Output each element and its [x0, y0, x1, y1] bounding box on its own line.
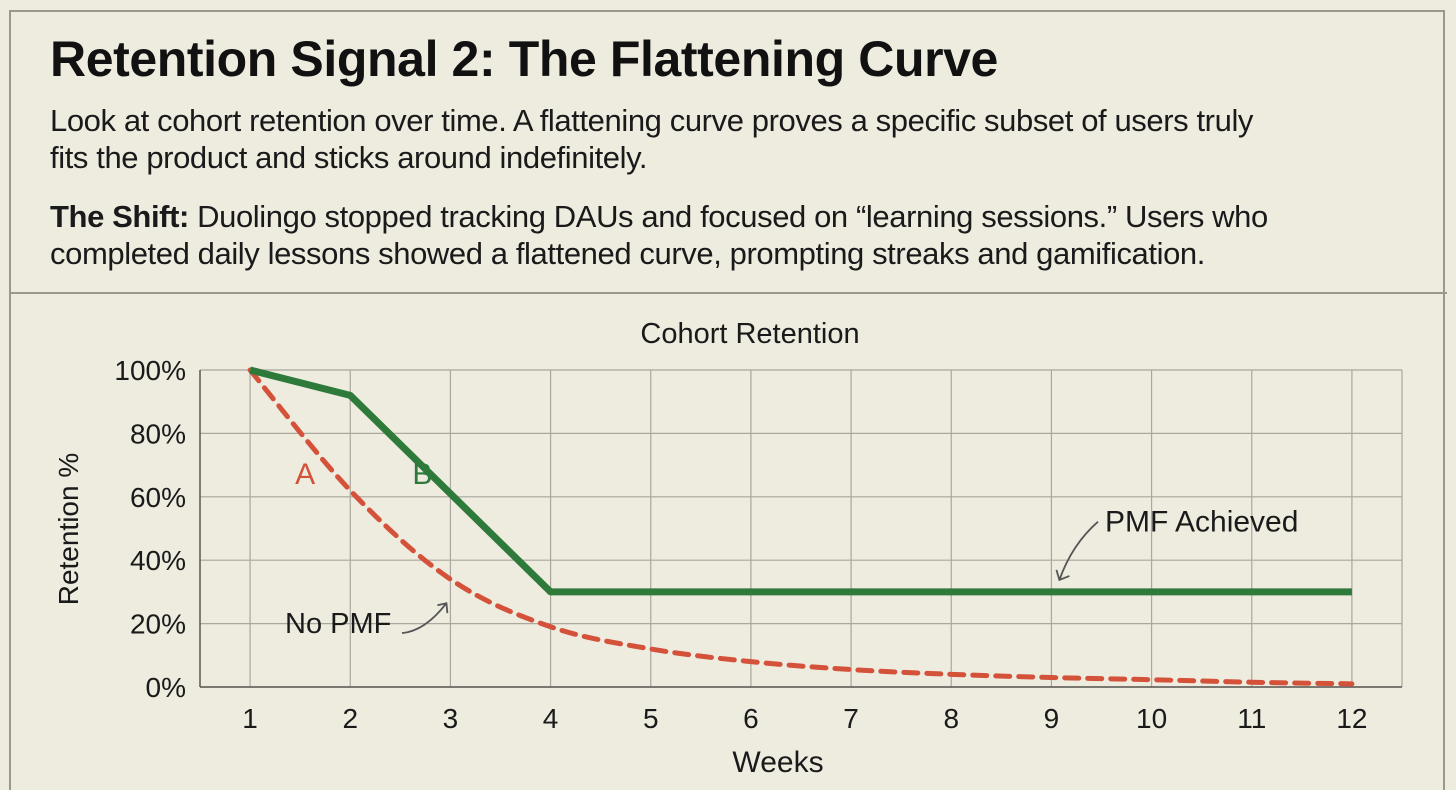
x-tick-label: 3: [443, 703, 459, 734]
shift-label: The Shift:: [50, 199, 189, 234]
series-b-line: [249, 366, 1352, 596]
description-line-2: fits the product and sticks around indef…: [50, 140, 648, 175]
annotation-no-pmf-arrow: [401, 602, 448, 635]
series-b-label: B: [412, 458, 432, 491]
series-a-label: A: [295, 458, 315, 491]
chart-title: Cohort Retention: [640, 318, 859, 350]
description: Look at cohort retention over time. A fl…: [50, 102, 1253, 176]
y-tick-label: 20%: [130, 609, 186, 640]
annotation-pmf-achieved: PMF Achieved: [1105, 506, 1298, 539]
x-tick-label: 7: [843, 703, 859, 734]
description-line-1: Look at cohort retention over time. A fl…: [50, 103, 1254, 138]
y-tick-label: 40%: [130, 545, 186, 576]
x-axis-label: Weeks: [732, 746, 823, 779]
y-tick-label: 100%: [114, 355, 186, 386]
section-divider: [9, 292, 1447, 294]
x-tick-label: 8: [943, 703, 959, 734]
x-tick-label: 10: [1136, 703, 1167, 734]
x-tick-label: 12: [1336, 703, 1367, 734]
y-tick-label: 0%: [146, 672, 186, 703]
y-tick-label: 60%: [130, 482, 186, 513]
panel-frame: [9, 10, 1445, 790]
annotation-no-pmf: No PMF: [285, 608, 391, 640]
x-tick-label: 1: [242, 703, 258, 734]
x-tick-label: 5: [643, 703, 659, 734]
series-a-line: [247, 367, 1355, 687]
page-title: Retention Signal 2: The Flattening Curve: [50, 31, 998, 87]
x-tick-label: 6: [743, 703, 759, 734]
shift-text-1: Duolingo stopped tracking DAUs and focus…: [188, 199, 1268, 234]
x-tick-label: 9: [1044, 703, 1060, 734]
shift-note: The Shift: Duolingo stopped tracking DAU…: [50, 198, 1268, 272]
y-axis-label: Retention %: [53, 453, 84, 606]
annotation-pmf-arrow: [1058, 520, 1099, 581]
x-tick-label: 4: [543, 703, 559, 734]
arrow-head-icon: [1055, 569, 1070, 582]
shift-line-2: completed daily lessons showed a flatten…: [50, 236, 1205, 271]
shift-line-1: The Shift: Duolingo stopped tracking DAU…: [50, 198, 1268, 235]
x-tick-label: 11: [1237, 703, 1266, 734]
x-tick-label: 2: [342, 703, 358, 734]
arrow-head-icon: [437, 602, 449, 614]
y-tick-label: 80%: [130, 418, 186, 449]
